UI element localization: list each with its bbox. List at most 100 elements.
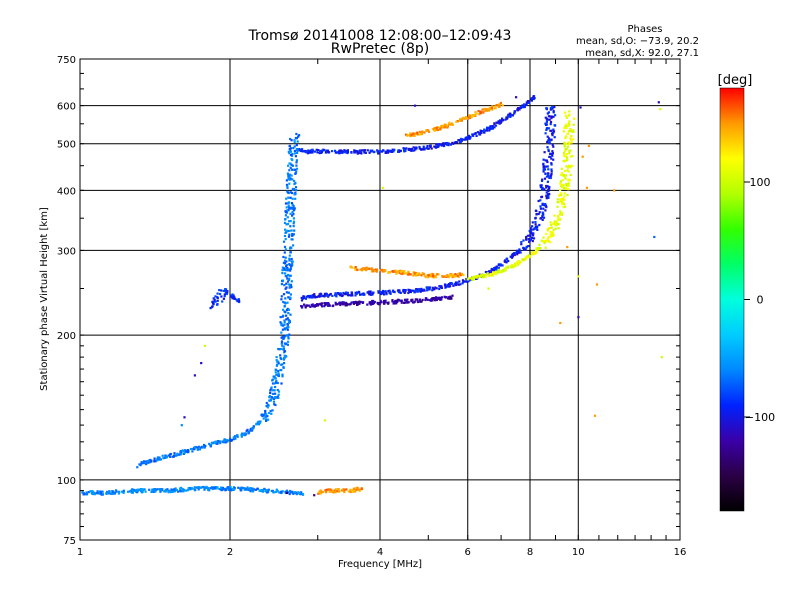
data-point [546, 237, 549, 241]
data-point [522, 239, 525, 242]
data-point [553, 214, 556, 217]
data-point [544, 203, 547, 206]
data-point [288, 277, 291, 280]
data-point [501, 264, 504, 267]
data-point [128, 490, 131, 493]
data-point [324, 489, 327, 492]
data-point [271, 392, 275, 395]
data-point [550, 235, 553, 238]
data-point [559, 192, 563, 195]
data-point [525, 103, 528, 106]
data-point [347, 303, 350, 306]
data-point [284, 218, 287, 221]
data-point [391, 148, 394, 151]
data-point [411, 132, 414, 135]
data-point [516, 109, 519, 112]
data-point [412, 301, 415, 304]
data-point [259, 420, 262, 423]
data-point [251, 487, 254, 490]
data-point [357, 150, 360, 153]
data-point [216, 303, 219, 306]
data-point [310, 303, 313, 307]
data-point [275, 359, 278, 362]
data-point [566, 132, 569, 135]
data-point [423, 148, 426, 151]
data-point [291, 234, 294, 237]
y-tick-label: 75 [63, 536, 76, 547]
data-point [219, 292, 222, 296]
data-point [513, 253, 516, 257]
data-point [420, 132, 424, 136]
data-point [301, 148, 304, 151]
data-point [273, 491, 276, 494]
data-point [517, 261, 520, 264]
data-point [566, 145, 569, 148]
data-point [556, 198, 559, 201]
data-point [273, 403, 276, 406]
data-point [410, 134, 413, 137]
data-point [547, 111, 550, 114]
data-point [498, 122, 501, 125]
data-point [546, 127, 549, 130]
data-point [285, 489, 289, 492]
data-point [281, 272, 284, 275]
data-point [295, 189, 298, 192]
data-point [359, 300, 362, 304]
data-point [479, 130, 482, 133]
data-point [387, 290, 390, 293]
data-point [312, 294, 315, 297]
data-point [472, 134, 475, 137]
data-point [430, 299, 433, 302]
data-point [323, 302, 326, 305]
data-point [166, 488, 169, 491]
data-point [535, 247, 538, 250]
data-point [520, 241, 523, 244]
data-point [490, 267, 493, 271]
data-point [529, 227, 532, 230]
data-point [428, 299, 431, 302]
data-point [331, 150, 334, 153]
data-point [555, 220, 558, 223]
data-point [370, 270, 373, 273]
data-point [431, 297, 434, 300]
data-point [488, 107, 491, 110]
data-point [421, 298, 424, 301]
data-point [446, 142, 449, 145]
data-point [228, 488, 231, 491]
data-point [534, 223, 537, 226]
data-point [274, 396, 277, 399]
data-point [488, 128, 491, 131]
data-point [561, 185, 564, 188]
data-point [478, 113, 481, 116]
data-point [351, 266, 354, 269]
data-point [118, 490, 121, 493]
data-point [532, 253, 535, 256]
data-point [437, 297, 440, 301]
data-point [545, 206, 548, 209]
data-point [224, 288, 227, 291]
data-point [433, 275, 436, 278]
data-point [353, 149, 356, 152]
data-point [552, 115, 555, 118]
data-point [537, 248, 540, 251]
data-point [550, 132, 554, 135]
data-point [214, 300, 217, 303]
data-point [392, 150, 395, 153]
data-point [551, 152, 554, 155]
data-point [545, 175, 548, 178]
data-point [347, 490, 350, 493]
data-point [505, 116, 508, 119]
data-point [268, 411, 271, 415]
data-point [517, 262, 521, 265]
data-point [530, 99, 533, 102]
data-point [345, 292, 348, 295]
data-point [275, 373, 278, 376]
data-point [562, 206, 565, 209]
data-point [434, 286, 437, 289]
data-point [179, 450, 182, 453]
data-point [490, 106, 494, 109]
data-point [559, 210, 562, 213]
data-point [287, 178, 290, 181]
data-point [550, 168, 553, 171]
data-point [282, 314, 285, 317]
